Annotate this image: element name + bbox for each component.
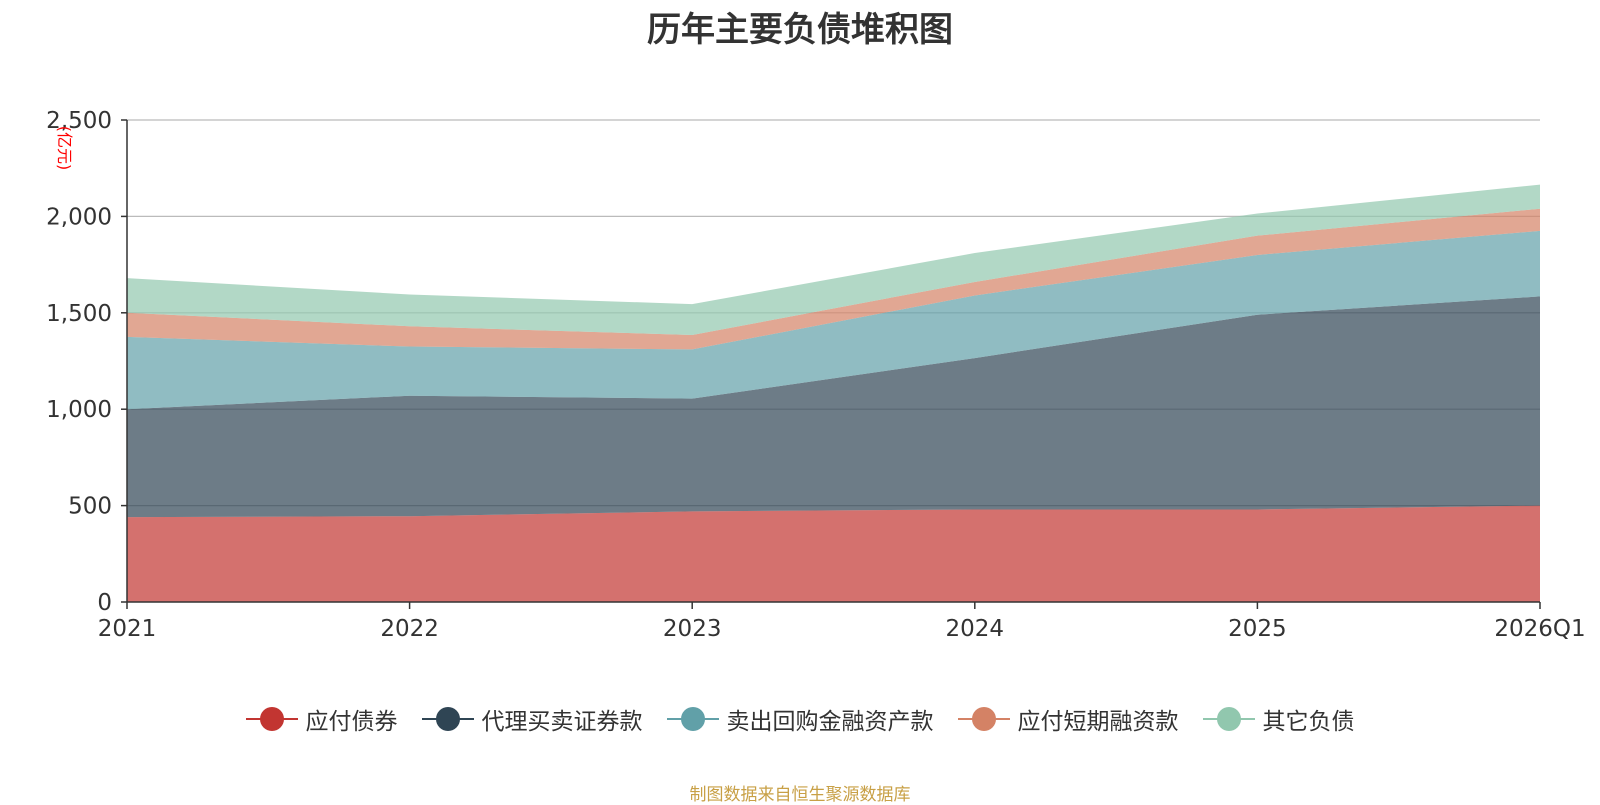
- legend-swatch: [666, 706, 719, 732]
- y-tick-label: 1,500: [46, 301, 112, 327]
- legend-label: 应付债券: [305, 709, 398, 735]
- legend-swatch: [245, 706, 298, 732]
- area-series-1: [127, 505, 1540, 602]
- x-tick-label: 2026Q1: [1494, 616, 1585, 642]
- x-tick-label: 2021: [98, 616, 157, 642]
- chart-title: 历年主要负债堆积图: [647, 10, 953, 50]
- y-tick-label: 1,000: [46, 397, 112, 423]
- legend-label: 应付短期融资款: [1017, 709, 1179, 735]
- legend-swatch: [957, 706, 1010, 732]
- legend: 应付债券 代理买卖证券款 卖出回购金融资产款 应付短期融资款 其它负债: [0, 702, 1600, 736]
- legend-item-5[interactable]: 其它负债: [1202, 702, 1355, 736]
- legend-item-2[interactable]: 代理买卖证券款: [421, 702, 643, 736]
- legend-item-3[interactable]: 卖出回购金融资产款: [666, 702, 934, 736]
- y-tick-label: 2,000: [46, 204, 112, 230]
- y-tick-label: 2,500: [46, 108, 112, 134]
- x-tick-label: 2025: [1228, 616, 1287, 642]
- area-series-4: [127, 208, 1540, 350]
- legend-item-1[interactable]: 应付债券: [245, 702, 398, 736]
- x-tick-label: 2022: [380, 616, 439, 642]
- x-tick-label: 2024: [946, 616, 1005, 642]
- legend-swatch: [1202, 706, 1255, 732]
- legend-swatch: [421, 706, 474, 732]
- area-series-3: [127, 230, 1540, 410]
- x-tick-label: 2023: [663, 616, 722, 642]
- y-tick-label: 500: [68, 494, 112, 520]
- y-axis-unit-label: (亿元): [55, 126, 74, 171]
- source-note: 制图数据来自恒生聚源数据库: [689, 785, 911, 805]
- axis-labels: 0 500 1,000 1,500 2,000 2,500 2021 2022 2023 2024…: [46, 108, 1586, 642]
- axes: [121, 119, 1541, 609]
- y-tick-label: 0: [97, 590, 112, 616]
- legend-label: 代理买卖证券款: [481, 709, 643, 735]
- legend-label: 其它负债: [1262, 709, 1355, 735]
- area-series-5: [127, 184, 1540, 335]
- legend-label: 卖出回购金融资产款: [726, 709, 934, 735]
- legend-item-4[interactable]: 应付短期融资款: [957, 702, 1179, 736]
- area-series-2: [127, 296, 1540, 518]
- area-series-layer: [127, 184, 1540, 602]
